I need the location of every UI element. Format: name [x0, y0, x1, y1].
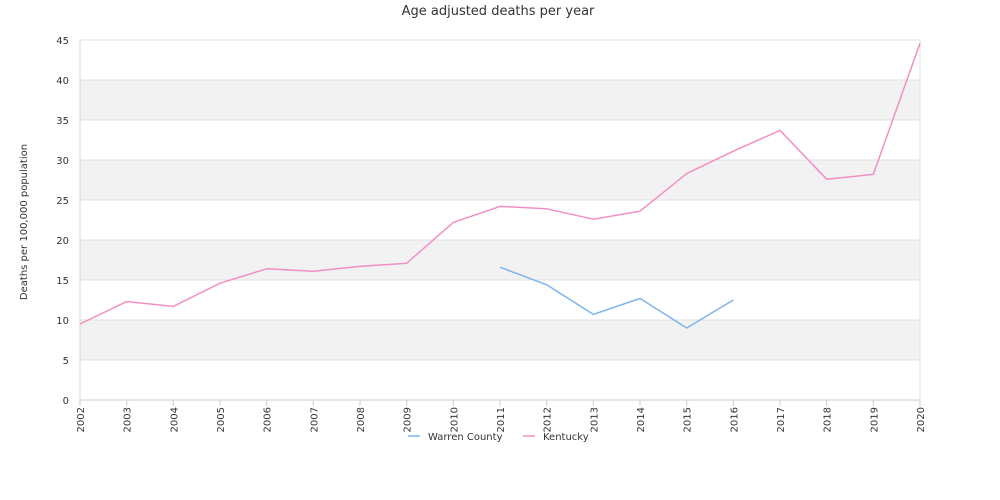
x-tick-label: 2015: [683, 407, 694, 432]
x-tick-label: 2003: [123, 407, 134, 432]
x-tick-label: 2018: [823, 407, 834, 432]
x-tick-label: 2007: [309, 407, 320, 432]
x-tick-label: 2009: [403, 407, 414, 432]
x-tick-label: 2011: [496, 407, 507, 432]
y-tick-label: 5: [63, 356, 69, 367]
series-line: [79, 42, 921, 325]
series-lines: [79, 42, 921, 329]
chart-title: Age adjusted deaths per year: [402, 4, 595, 19]
y-tick-labels: 0 5 10 15 20 25 30 35 40 45: [56, 36, 69, 407]
x-tick-label: 2012: [543, 407, 554, 432]
y-axis-label: Deaths per 100,000 population: [19, 144, 30, 300]
y-tick-label: 45: [56, 36, 69, 47]
y-tick-label: 35: [56, 116, 69, 127]
x-tick-label: 2008: [356, 407, 367, 432]
x-tick-label: 2017: [776, 407, 787, 432]
series-line: [499, 266, 734, 329]
x-tick-label: 2010: [449, 407, 460, 432]
x-tick-label: 2016: [729, 407, 740, 432]
y-tick-label: 15: [56, 276, 69, 287]
x-tick-label: 2020: [916, 407, 927, 432]
y-tick-label: 20: [56, 236, 69, 247]
y-tick-label: 10: [56, 316, 69, 327]
gridlines: [80, 39, 920, 401]
axes: [79, 40, 921, 406]
y-tick-label: 25: [56, 196, 69, 207]
legend: Warren County Kentucky: [408, 432, 589, 443]
legend-label: Warren County: [428, 432, 503, 443]
plot-band: [80, 320, 920, 360]
y-tick-label: 0: [63, 396, 69, 407]
x-tick-label: 2013: [589, 407, 600, 432]
x-tick-label: 2002: [76, 407, 87, 432]
y-tick-label: 30: [56, 156, 69, 167]
x-tick-label: 2006: [263, 407, 274, 432]
x-tick-label: 2014: [636, 407, 647, 432]
x-tick-label: 2005: [216, 407, 227, 432]
x-tick-label: 2004: [169, 407, 180, 432]
legend-label: Kentucky: [543, 432, 589, 443]
plot-bands: [80, 80, 920, 360]
x-tick-label: 2019: [869, 407, 880, 432]
y-tick-label: 40: [56, 76, 69, 87]
x-tick-labels: 2002 2003 2004 2005 2006 2007 2008 2009 2010 2011…: [76, 407, 927, 432]
plot-band: [80, 240, 920, 280]
plot-band: [80, 160, 920, 200]
plot-band: [80, 80, 920, 120]
